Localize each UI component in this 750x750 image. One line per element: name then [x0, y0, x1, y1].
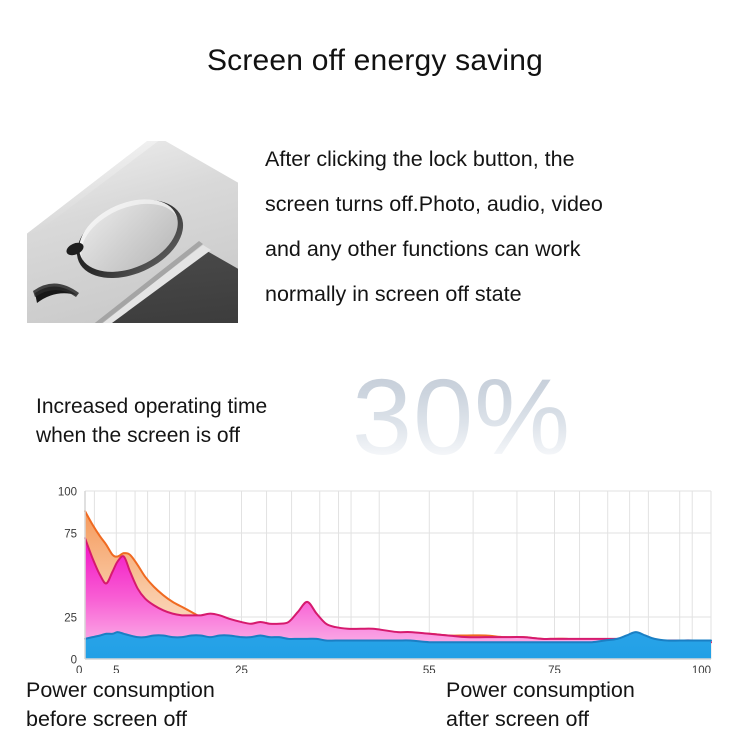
power-consumption-chart: 0 25 75 100 0 5 25 55 75 100 — [0, 478, 750, 677]
y-tick-label: 100 — [58, 487, 77, 499]
x-tick-label: 55 — [423, 665, 436, 673]
x-tick-label: 75 — [548, 665, 561, 673]
description-paragraph: After clicking the lock button, the scre… — [265, 137, 735, 317]
chart-axes — [84, 491, 711, 660]
description-line-3: and any other functions can work — [265, 237, 581, 261]
chart-area-1 — [85, 538, 711, 659]
chart-area-2 — [85, 632, 711, 659]
x-tick-label: 100 — [692, 665, 711, 673]
caption-left-line-1: Power consumption — [26, 678, 215, 702]
chart-line-2 — [84, 631, 712, 644]
chart-areas — [84, 510, 712, 659]
page-title: Screen off energy saving — [206, 44, 544, 77]
caption-after-screen-off: Power consumption after screen off — [446, 676, 635, 734]
chart-heading: Increased operating time when the screen… — [36, 392, 267, 450]
percent-watermark: 30% — [352, 356, 572, 477]
description-line-2: screen turns off.Photo, audio, video — [265, 192, 603, 216]
x-tick-label: 25 — [235, 665, 248, 673]
caption-left-line-2: before screen off — [26, 707, 187, 731]
caption-right-line-2: after screen off — [446, 707, 590, 731]
y-tick-label: 75 — [64, 529, 77, 541]
caption-before-screen-off: Power consumption before screen off — [26, 676, 215, 734]
x-tick-label: 0 — [76, 665, 82, 673]
x-tick-label: 5 — [113, 665, 119, 673]
chart-svg: 0 25 75 100 0 5 25 55 75 100 — [58, 487, 712, 677]
y-tick-label: 25 — [64, 613, 77, 625]
description-line-1: After clicking the lock button, the — [265, 147, 575, 171]
product-photo — [27, 141, 238, 323]
chart-heading-line-2: when the screen is off — [36, 424, 240, 447]
description-line-4: normally in screen off state — [265, 282, 522, 306]
lock-button-photo-icon — [27, 141, 238, 323]
y-tick-label: 0 — [71, 655, 77, 667]
chart-heading-line-1: Increased operating time — [36, 395, 268, 418]
caption-right-line-1: Power consumption — [446, 678, 635, 702]
